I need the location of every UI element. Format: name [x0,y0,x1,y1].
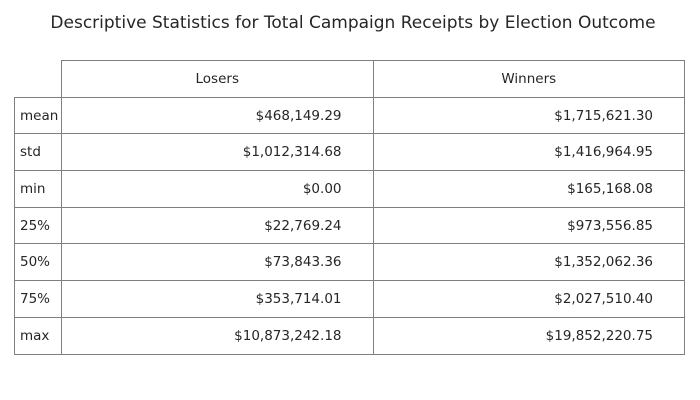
row-label: 75% [14,280,62,318]
table-row: 75% $353,714.01 $2,027,510.40 [14,280,685,318]
table-row: std $1,012,314.68 $1,416,964.95 [14,133,685,172]
table-cell-winners: $19,852,220.75 [372,316,685,355]
table-row: max $10,873,242.18 $19,852,220.75 [14,316,685,355]
row-label: min [14,170,62,208]
column-header-winners: Winners [372,60,685,98]
row-label: std [14,133,62,172]
table-cell-losers: $1,012,314.68 [61,133,374,172]
statistics-table: Losers Winners mean $468,149.29 $1,715,6… [14,60,685,355]
table-cell-losers: $468,149.29 [61,96,374,135]
header-corner-cell [14,60,62,98]
table-row: 25% $22,769.24 $973,556.85 [14,206,685,245]
table-cell-losers: $10,873,242.18 [61,316,374,355]
table-cell-losers: $0.00 [61,170,374,208]
table-cell-losers: $353,714.01 [61,280,374,318]
table-cell-winners: $1,352,062.36 [372,243,685,282]
table-row: mean $468,149.29 $1,715,621.30 [14,96,685,135]
table-cell-winners: $2,027,510.40 [372,280,685,318]
row-label: mean [14,96,62,135]
row-label: 25% [14,206,62,245]
table-row: 50% $73,843.36 $1,352,062.36 [14,243,685,282]
row-label: 50% [14,243,62,282]
table-cell-winners: $1,715,621.30 [372,96,685,135]
column-header-losers: Losers [61,60,374,98]
table-row: min $0.00 $165,168.08 [14,170,685,208]
table-header-row: Losers Winners [14,60,685,98]
table-cell-losers: $22,769.24 [61,206,374,245]
table-cell-winners: $165,168.08 [372,170,685,208]
table-cell-winners: $973,556.85 [372,206,685,245]
row-label: max [14,316,62,355]
table-cell-losers: $73,843.36 [61,243,374,282]
table-cell-winners: $1,416,964.95 [372,133,685,172]
chart-title: Descriptive Statistics for Total Campaig… [50,13,656,33]
